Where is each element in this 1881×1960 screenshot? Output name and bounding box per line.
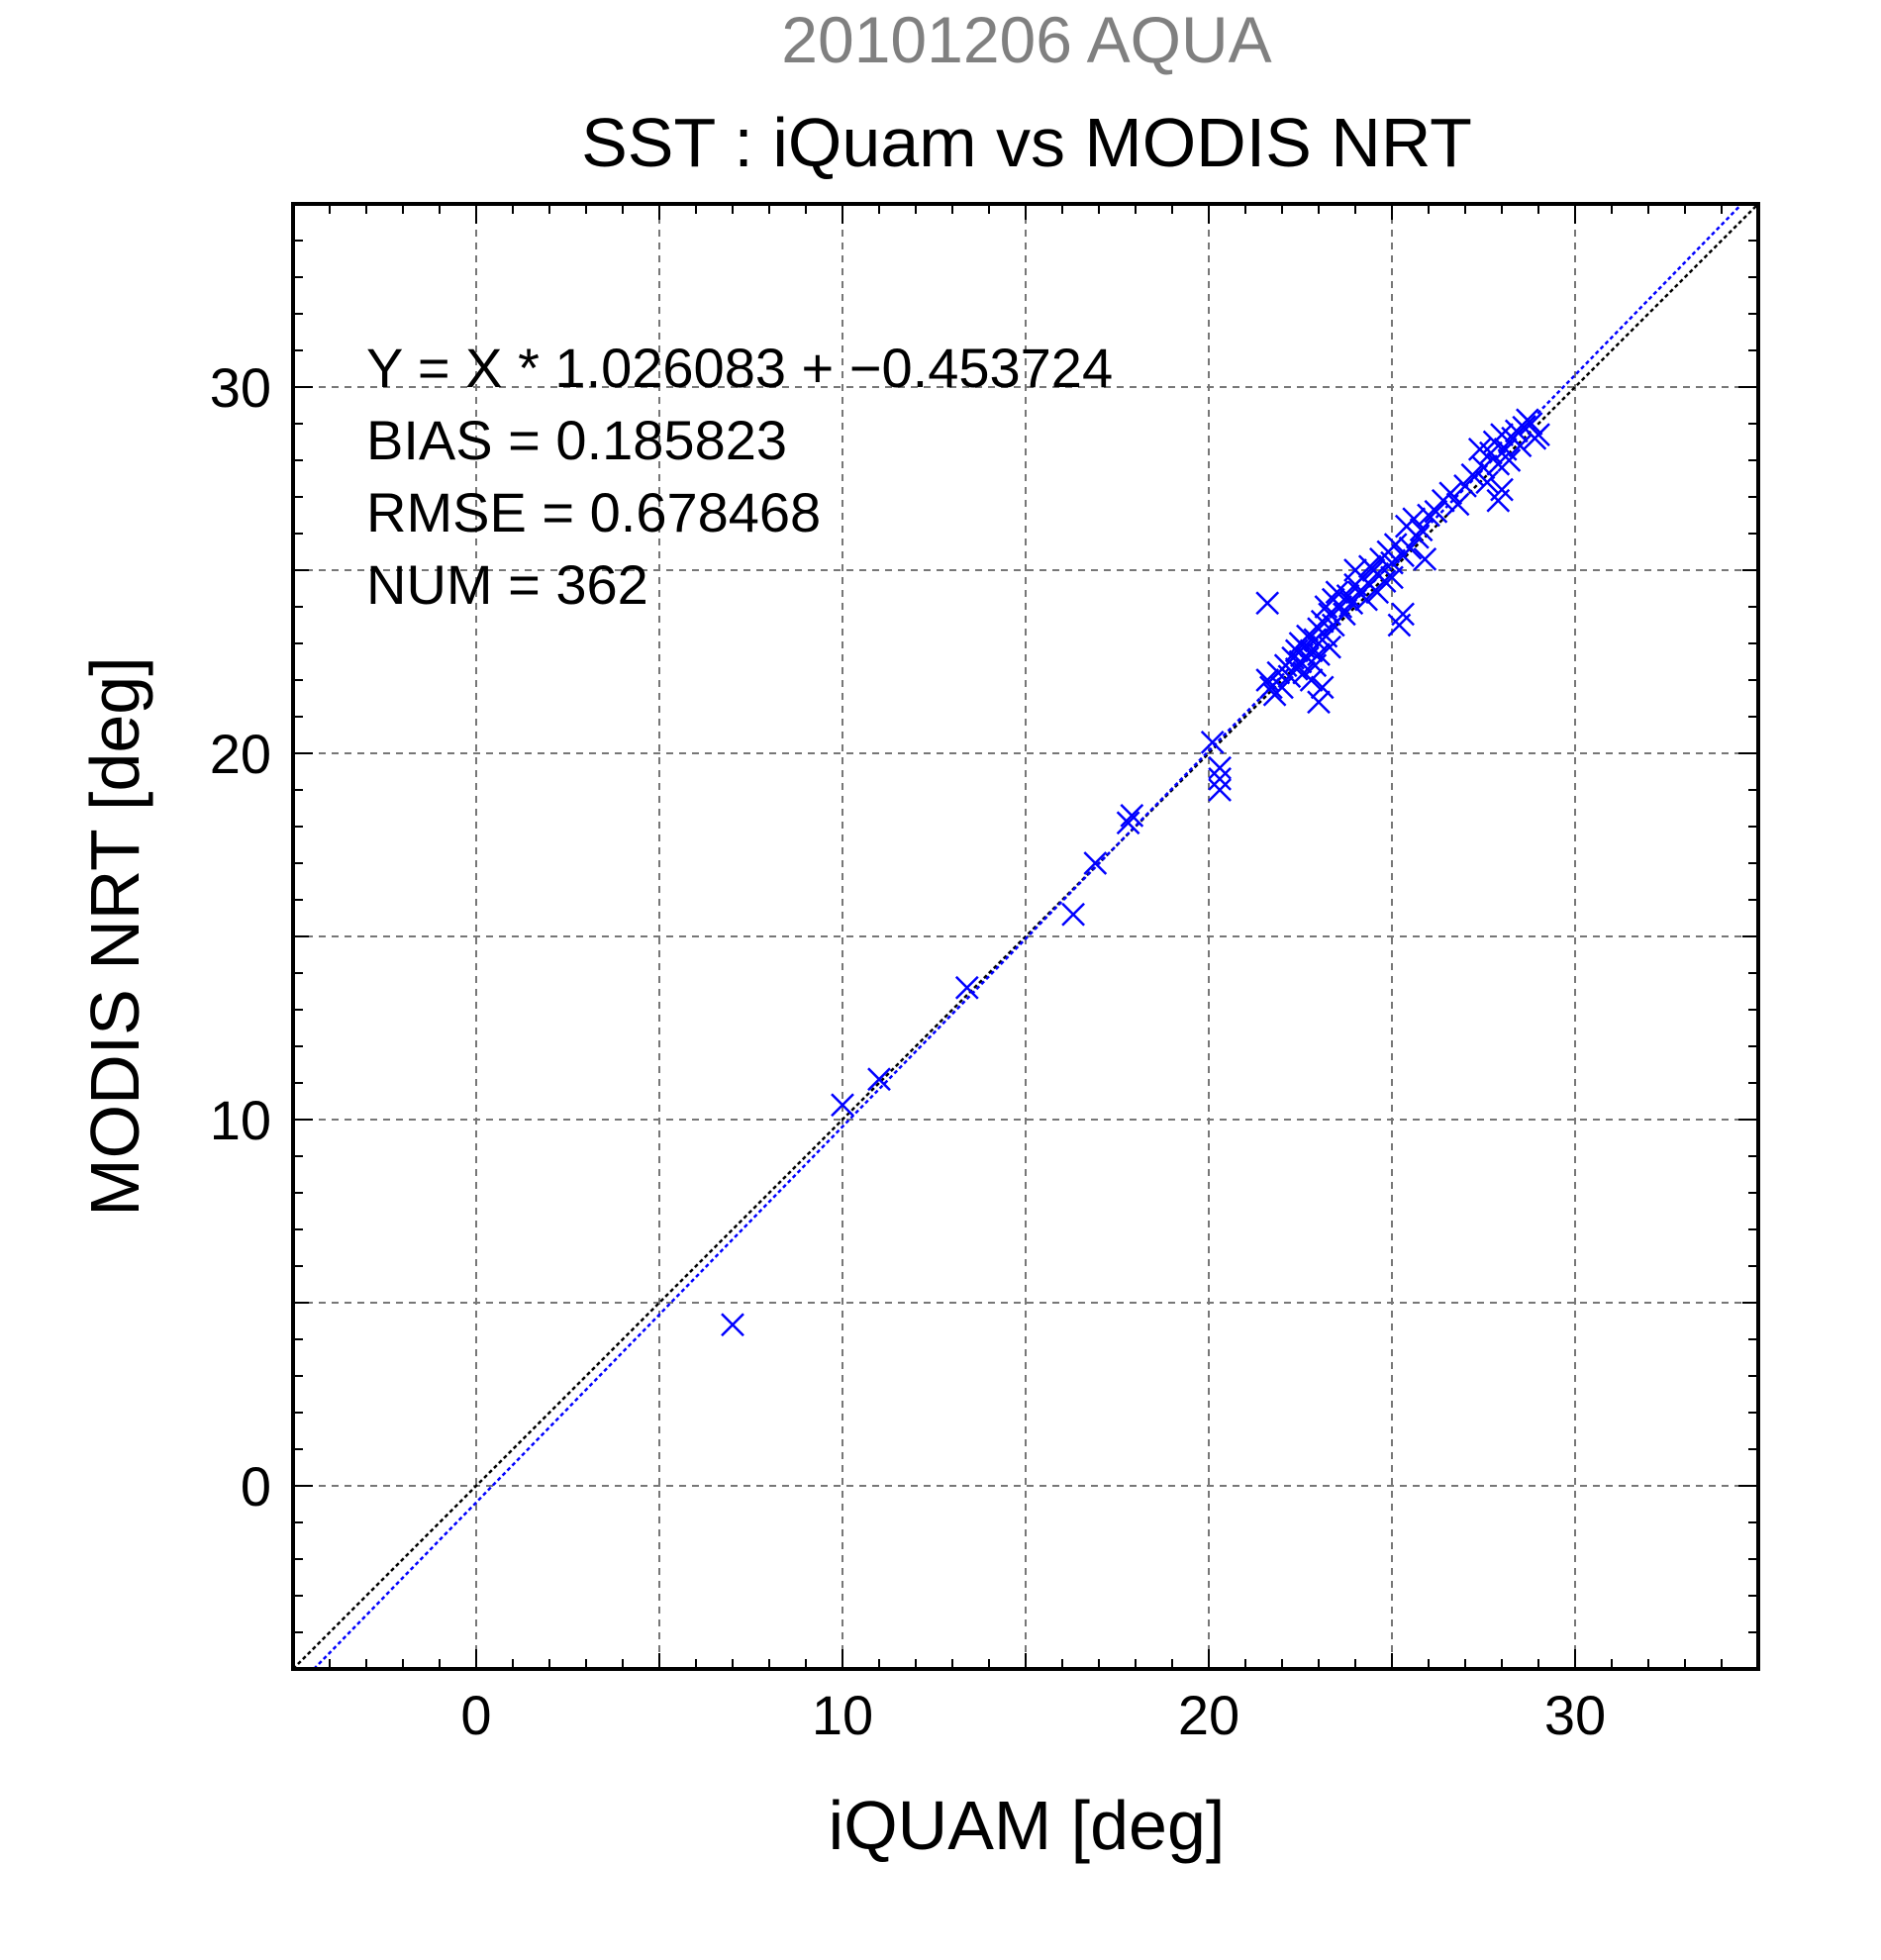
data-point bbox=[1310, 675, 1335, 700]
data-point bbox=[1402, 507, 1427, 532]
y-tick-label: 20 bbox=[210, 723, 271, 785]
data-point bbox=[1299, 668, 1324, 692]
data-point bbox=[1307, 690, 1331, 715]
data-point bbox=[1406, 525, 1430, 549]
data-point bbox=[954, 975, 979, 1000]
data-point bbox=[1519, 412, 1543, 436]
x-tick-label: 0 bbox=[460, 1684, 491, 1746]
x-tick-label: 20 bbox=[1178, 1684, 1239, 1746]
data-point bbox=[1339, 591, 1364, 616]
data-point bbox=[1255, 668, 1280, 692]
data-point bbox=[1208, 767, 1232, 791]
data-point bbox=[1453, 474, 1477, 498]
data-points bbox=[721, 408, 1550, 1337]
data-point bbox=[1391, 602, 1415, 627]
data-point bbox=[1445, 492, 1470, 517]
data-point bbox=[1424, 499, 1448, 524]
x-axis-label: iQUAM [deg] bbox=[829, 1787, 1226, 1864]
data-point bbox=[1508, 434, 1533, 458]
plot-frame bbox=[291, 202, 1760, 1671]
data-point bbox=[1497, 448, 1522, 472]
data-point bbox=[1255, 591, 1280, 616]
tick-labels: 0 10 20 30 0 10 20 30 bbox=[210, 356, 1606, 1746]
data-point bbox=[1438, 481, 1463, 506]
data-point bbox=[1380, 565, 1404, 590]
data-point bbox=[1354, 587, 1378, 612]
data-point bbox=[831, 1093, 854, 1118]
data-point bbox=[1116, 811, 1140, 835]
data-point bbox=[1398, 536, 1423, 560]
data-point bbox=[1475, 470, 1500, 495]
data-point bbox=[1270, 675, 1294, 700]
y-axis-label: MODIS NRT [deg] bbox=[76, 656, 153, 1216]
y-tick-label: 10 bbox=[210, 1089, 271, 1151]
data-point bbox=[721, 1313, 744, 1337]
data-point bbox=[1460, 462, 1485, 487]
chart-title: SST : iQuam vs MODIS NRT bbox=[581, 104, 1472, 181]
data-point bbox=[1372, 569, 1397, 593]
data-point bbox=[1208, 755, 1232, 780]
data-point bbox=[1333, 602, 1356, 627]
stats-line-3: RMSE = 0.678468 bbox=[366, 481, 821, 543]
data-point bbox=[1527, 423, 1550, 446]
data-point bbox=[1208, 778, 1232, 802]
y-tick-label: 30 bbox=[210, 356, 271, 419]
data-point bbox=[1120, 804, 1144, 828]
one-to-one-line bbox=[292, 203, 1759, 1670]
chart-supertitle: 20101206 AQUA bbox=[781, 3, 1271, 76]
data-point bbox=[1061, 902, 1085, 927]
data-point bbox=[1409, 518, 1434, 542]
data-point bbox=[1307, 642, 1331, 666]
x-tick-label: 10 bbox=[812, 1684, 873, 1746]
data-point bbox=[1259, 675, 1283, 700]
stats-line-2: BIAS = 0.185823 bbox=[366, 409, 787, 471]
stats-line-4: NUM = 362 bbox=[366, 553, 648, 616]
data-point bbox=[1200, 731, 1225, 754]
data-point bbox=[1383, 533, 1408, 556]
data-point bbox=[867, 1067, 891, 1092]
data-point bbox=[1490, 477, 1514, 502]
y-tick-label: 0 bbox=[241, 1455, 271, 1518]
data-point bbox=[1413, 547, 1437, 571]
x-tick-label: 30 bbox=[1544, 1684, 1606, 1746]
stats-line-1: Y = X * 1.026083 + −0.453724 bbox=[366, 337, 1113, 399]
data-point bbox=[1318, 635, 1341, 659]
data-point bbox=[1083, 851, 1108, 875]
data-point bbox=[1471, 455, 1496, 480]
